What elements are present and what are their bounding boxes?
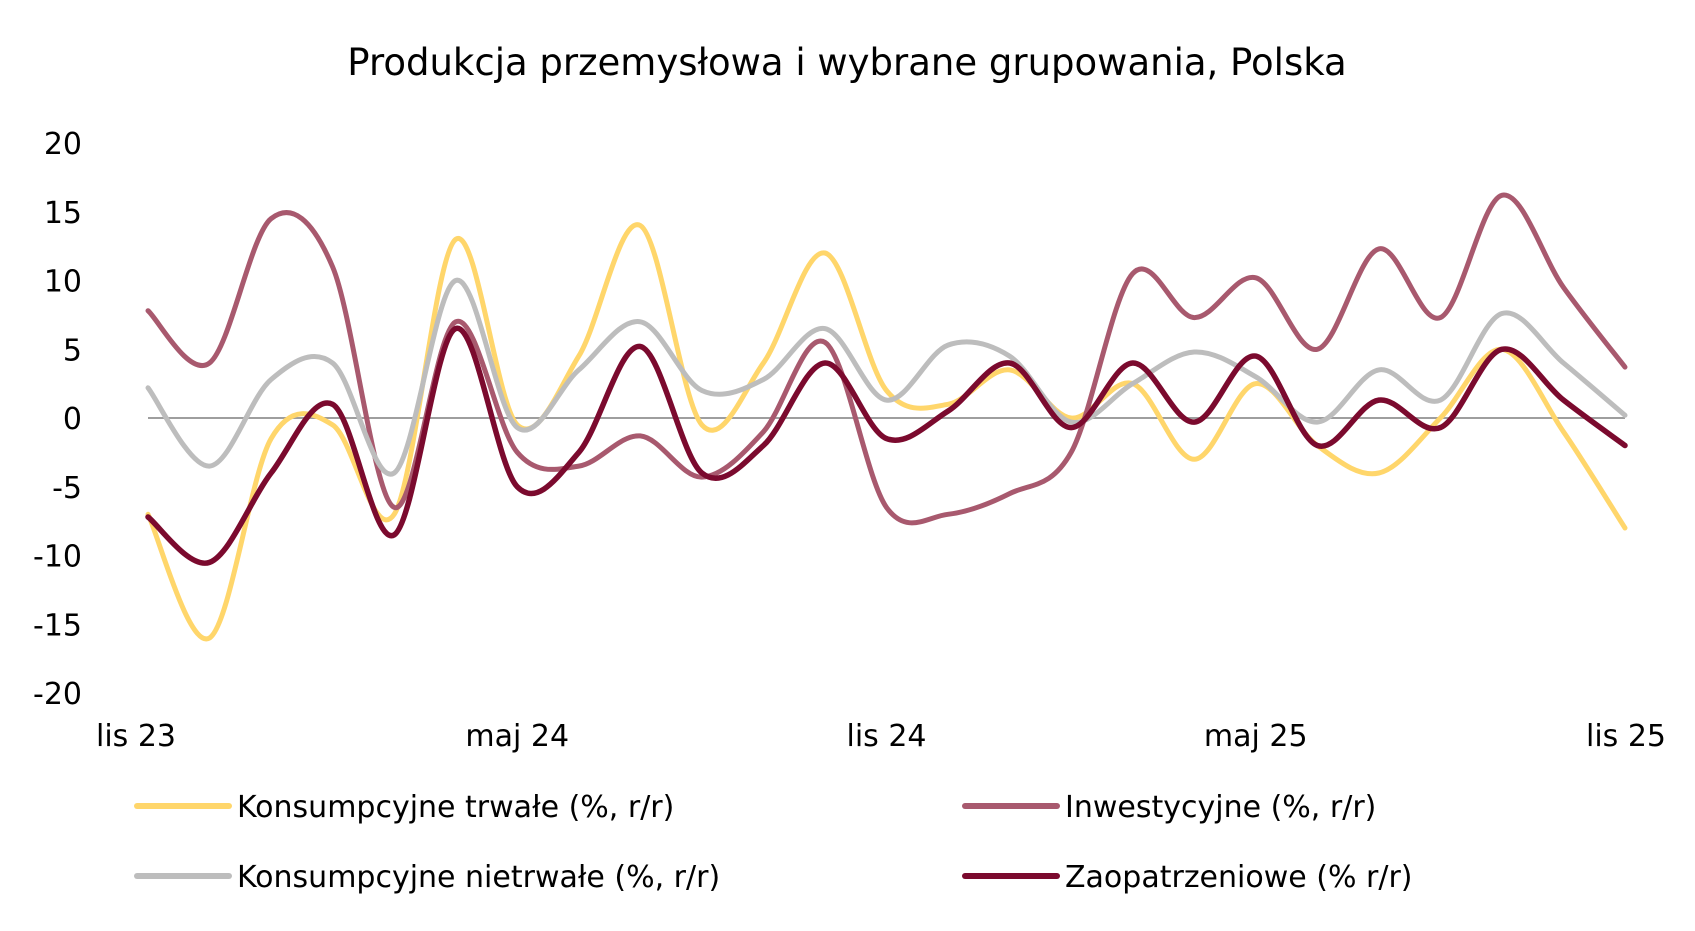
series-line-1 (145, 222, 1628, 642)
legend: Konsumpcyjne trwałe (%, r/r) Inwestycyjne… (134, 790, 1412, 895)
legend-item: Konsumpcyjne trwałe (%, r/r) (134, 790, 674, 825)
series-line-4 (145, 325, 1628, 566)
legend-label: Konsumpcyjne trwałe (%, r/r) (237, 790, 674, 825)
legend-item: Zaopatrzeniowe (% r/r) (962, 860, 1412, 895)
y-tick-label: 15 (44, 196, 82, 231)
x-tick-label: maj 24 (465, 719, 569, 754)
legend-label: Konsumpcyjne nietrwałe (%, r/r) (237, 860, 720, 895)
x-tick-label: lis 24 (846, 719, 926, 754)
x-tick-label: lis 23 (96, 719, 176, 754)
series-lines (145, 192, 1628, 642)
y-tick-label: -5 (52, 471, 82, 506)
chart-title: Produkcja przemysłowa i wybrane grupowan… (347, 41, 1346, 84)
x-tick-label: lis 25 (1586, 719, 1666, 754)
y-tick-label: 5 (63, 333, 82, 368)
legend-label: Inwestycyjne (%, r/r) (1065, 790, 1376, 825)
y-tick-label: -20 (33, 677, 82, 712)
x-tick-label: maj 25 (1204, 719, 1308, 754)
y-tick-label: 20 (44, 127, 82, 162)
y-tick-label: 0 (63, 402, 82, 437)
legend-item: Inwestycyjne (%, r/r) (962, 790, 1376, 825)
x-axis: lis 23 maj 24 lis 24 maj 25 lis 25 (96, 719, 1666, 754)
y-tick-label: 10 (44, 265, 82, 300)
y-axis: 20 15 10 5 0 -5 -10 -15 -20 (33, 127, 82, 712)
y-tick-label: -10 (33, 540, 82, 575)
series-line-2 (145, 192, 1628, 526)
legend-label: Zaopatrzeniowe (% r/r) (1065, 860, 1412, 895)
y-tick-label: -15 (33, 608, 82, 643)
legend-item: Konsumpcyjne nietrwałe (%, r/r) (134, 860, 720, 895)
series-line-3 (145, 277, 1628, 477)
